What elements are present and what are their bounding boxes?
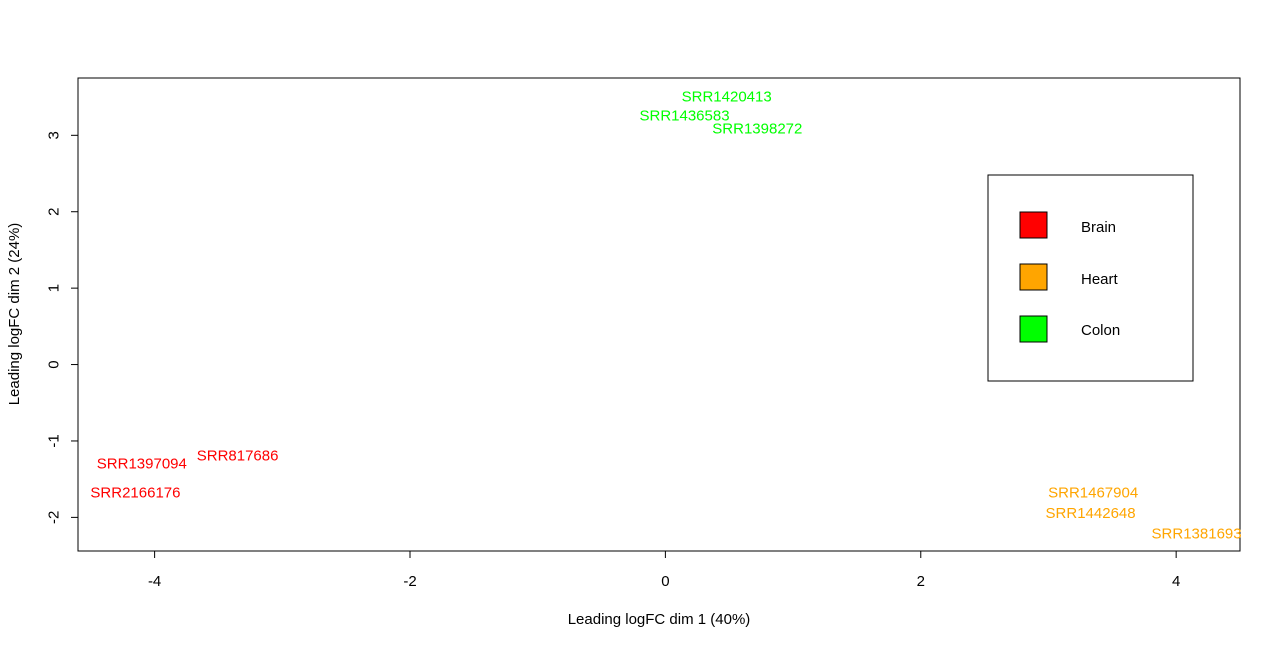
point-label-colon: SRR1420413 [682, 89, 772, 106]
y-tick-label: -2 [46, 511, 63, 524]
x-tick-label: 4 [1172, 573, 1180, 590]
x-tick-label: -2 [403, 573, 416, 590]
y-axis: -2 -1 0 1 2 3 [46, 131, 79, 524]
point-label-brain: SRR2166176 [90, 484, 180, 501]
legend-swatch-brain [1019, 211, 1048, 239]
point-label-heart: SRR1442648 [1046, 505, 1136, 522]
y-tick-label: 3 [46, 131, 63, 139]
x-axis: -4 -2 0 2 4 [148, 550, 1180, 590]
legend-swatch-heart [1019, 263, 1048, 291]
legend-swatch-colon [1019, 315, 1048, 343]
point-label-colon: SRR1398272 [712, 121, 802, 138]
legend: Brain Heart Colon [987, 174, 1194, 382]
point-label-brain: SRR1397094 [97, 455, 187, 472]
x-axis-label: Leading logFC dim 1 (40%) [568, 611, 751, 628]
y-tick-label: 2 [46, 208, 63, 216]
legend-label-brain: Brain [1081, 219, 1116, 236]
x-tick-label: -4 [148, 573, 161, 590]
point-labels: SRR817686 SRR1397094 SRR2166176 SRR1467904 S… [90, 89, 1241, 543]
point-label-colon: SRR1436583 [639, 108, 729, 125]
y-tick-label: -1 [46, 434, 63, 447]
legend-label-heart: Heart [1081, 271, 1119, 288]
point-label-heart: SRR1381693 [1152, 526, 1242, 543]
point-label-brain: SRR817686 [197, 448, 279, 465]
point-label-heart: SRR1467904 [1048, 484, 1138, 501]
y-tick-label: 0 [46, 360, 63, 368]
x-tick-label: 2 [917, 573, 925, 590]
legend-box [987, 174, 1194, 382]
y-axis-label: Leading logFC dim 2 (24%) [6, 223, 23, 406]
x-tick-label: 0 [661, 573, 669, 590]
y-tick-label: 1 [46, 284, 63, 292]
legend-label-colon: Colon [1081, 322, 1120, 339]
